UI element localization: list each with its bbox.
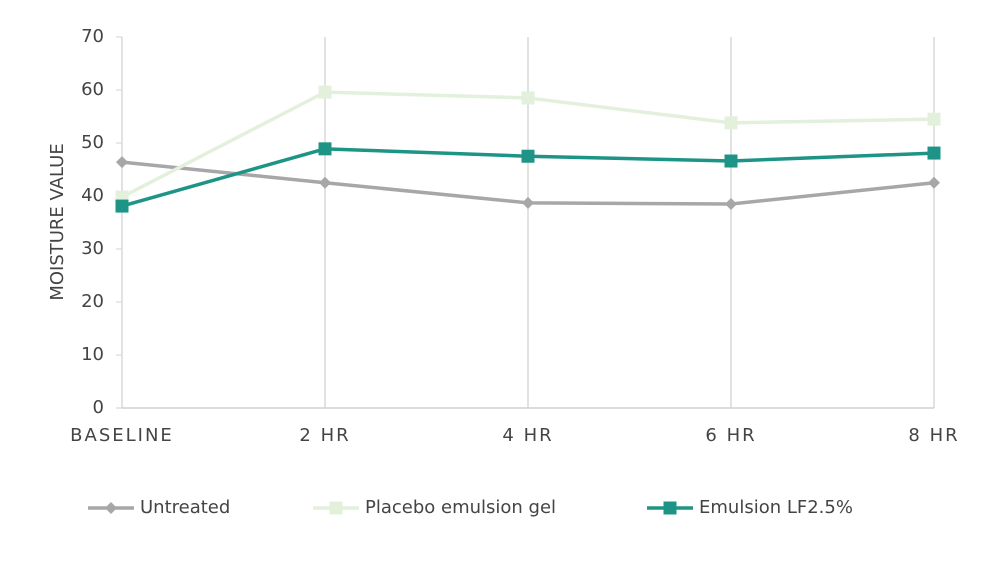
point [521,91,535,105]
point [522,196,534,209]
point [725,197,737,210]
x-tick-label: 6 HR [705,425,756,446]
point [521,149,535,163]
x-tick-label: BASELINE [70,425,174,446]
y-tick-label: 20 [81,291,104,312]
y-tick-label: 40 [81,185,104,206]
x-tick-label: 8 HR [908,425,959,446]
legend-label: Emulsion LF2.5% [699,497,853,518]
point [927,112,941,126]
point [319,176,331,189]
y-tick-label: 10 [81,344,104,365]
y-tick-label: 0 [93,397,104,418]
y-axis-label: MOISTURE VALUE [47,143,68,300]
y-tick-label: 30 [81,238,104,259]
legend-label: Placebo emulsion gel [365,497,556,518]
point [318,85,332,99]
y-tick-label: 70 [81,26,104,47]
point [318,142,332,156]
legend-marker [329,501,343,515]
y-tick-label: 60 [81,79,104,100]
legend-marker [105,502,117,514]
point [724,154,738,168]
x-tick-label: 4 HR [502,425,553,446]
y-tick-label: 50 [81,132,104,153]
legend-marker [663,501,677,515]
point [927,146,941,160]
point [928,176,940,189]
point [116,156,128,169]
x-tick-label: 2 HR [299,425,350,446]
point [115,199,129,213]
point [724,116,738,130]
legend-label: Untreated [140,497,230,518]
